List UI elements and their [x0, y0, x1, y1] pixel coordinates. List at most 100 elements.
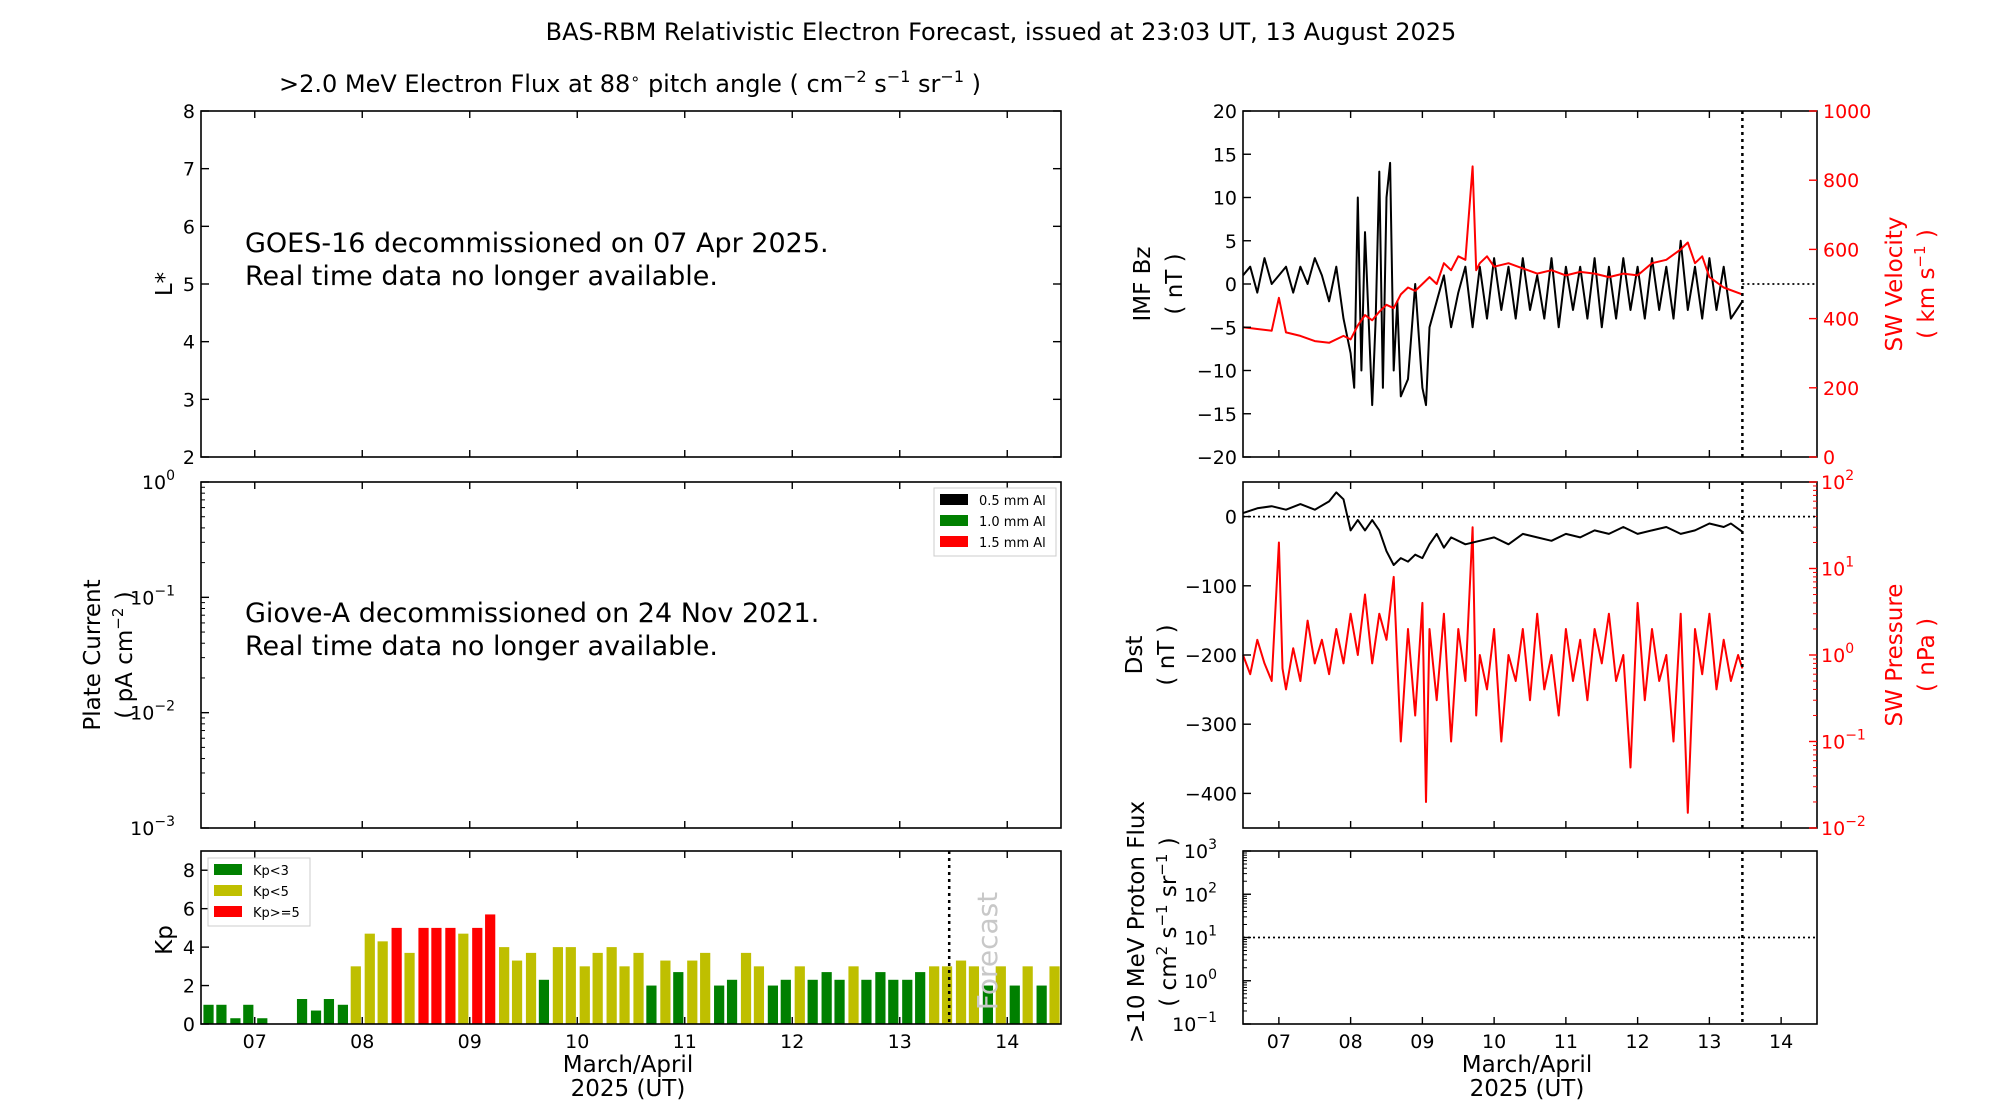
sw-pressure-yticks: 102 101 100 10−1 10−2 — [1809, 468, 1866, 840]
y-tick-label: −20 — [1197, 447, 1237, 469]
dst-ylabel-unit: ( nT ) — [1154, 624, 1180, 685]
kp-bar — [203, 1004, 214, 1024]
kp-bar — [714, 985, 725, 1024]
kp-bar — [1049, 966, 1060, 1024]
imf-yticks: 20 15 10 5 0 −5 −10 −15 −20 — [1197, 101, 1251, 469]
x-tick-label: 07 — [1267, 1031, 1291, 1053]
imf-panel: 20 15 10 5 0 −5 −10 −15 −20 1000 800 600 400 200 0 IM… — [1130, 101, 1940, 469]
y-tick-label: 101 — [1821, 555, 1854, 581]
y-tick-label: 15 — [1213, 144, 1237, 166]
y-tick-label: 100 — [1184, 967, 1217, 993]
kp-bar — [445, 927, 456, 1024]
kp-xlabel-line1: March/April — [563, 1052, 693, 1078]
y-tick-label: 2 — [183, 447, 195, 469]
imf-series — [1242, 161, 1744, 407]
y-tick-label: 400 — [1823, 309, 1859, 331]
dst-yticks: 0 −100 −200 −300 −400 — [1185, 507, 1251, 805]
y-tick-label: 102 — [1821, 468, 1854, 494]
kp-bar — [848, 966, 859, 1024]
kp-bar — [485, 914, 496, 1024]
kp-bar — [431, 927, 442, 1024]
electron-flux-panel: >2.0 MeV Electron Flux at 88∘ pitch angl… — [152, 67, 1062, 469]
kp-bar — [364, 933, 375, 1024]
kp-panel: 0 2 4 6 8 07 08 09 10 11 12 13 14 Forecast Kp March… — [152, 850, 1062, 1100]
y-tick-label: −5 — [1209, 317, 1237, 339]
kp-bar — [941, 966, 953, 1024]
legend-label-1-5mm: 1.5 mm Al — [979, 536, 1046, 551]
dst-line — [1242, 491, 1743, 566]
y-tick-label: 10 — [1213, 188, 1237, 210]
y-tick-label: 5 — [1225, 231, 1237, 253]
x-tick-label: 09 — [458, 1031, 482, 1053]
y-tick-label: 10−1 — [130, 583, 175, 609]
y-tick-label: 100 — [1821, 641, 1854, 667]
y-tick-label: 0 — [1225, 274, 1237, 296]
x-tick-label: 11 — [1554, 1031, 1578, 1053]
kp-bar — [458, 933, 469, 1024]
kp-bar — [391, 927, 402, 1024]
kp-yticks: 0 2 4 6 8 — [183, 860, 209, 1036]
x-tick-label: 07 — [243, 1031, 267, 1053]
kp-bar — [982, 985, 994, 1024]
y-tick-label: −15 — [1197, 404, 1237, 426]
x-tick-label: 10 — [1482, 1031, 1506, 1053]
sw-pressure-line — [1242, 526, 1744, 814]
dst-series — [1242, 491, 1744, 814]
y-tick-label: −10 — [1197, 361, 1237, 383]
legend-swatch-0-5mm — [940, 494, 968, 505]
kp-xticks: 07 08 09 10 11 12 13 14 — [243, 851, 1019, 1053]
kp-bar — [1009, 985, 1020, 1024]
imf-axes — [1242, 110, 1818, 458]
y-tick-label: 0 — [1225, 507, 1237, 529]
legend-swatch-kp-lt5 — [214, 885, 242, 896]
y-tick-label: 8 — [183, 101, 195, 123]
y-tick-label: 6 — [183, 899, 195, 921]
proton-flux-xlabel-line1: March/April — [1462, 1052, 1592, 1078]
plate-current-axes — [200, 481, 1062, 829]
kp-bar — [565, 947, 576, 1024]
plate-current-ylabel: Plate Current — [80, 579, 106, 730]
kp-bar — [499, 947, 510, 1024]
electron-flux-title: >2.0 MeV Electron Flux at 88∘ pitch angl… — [279, 67, 981, 98]
electron-flux-xticks — [254, 111, 1008, 457]
dst-xticks — [1278, 482, 1782, 828]
kp-bar — [1036, 985, 1047, 1024]
y-tick-label: 10−1 — [1172, 1010, 1217, 1036]
kp-bar — [861, 979, 872, 1024]
plate-current-legend: 0.5 mm Al 1.0 mm Al 1.5 mm Al — [933, 487, 1057, 557]
legend-label-kp-lt5: Kp<5 — [253, 885, 289, 900]
plate-current-panel: 100 10−1 10−2 10−3 Plate Current ( pA cm−2 … — [80, 468, 1062, 840]
kp-bar — [673, 972, 684, 1024]
imf-reference-lines — [1741, 111, 1817, 457]
kp-bar — [726, 979, 738, 1024]
y-tick-label: 5 — [183, 274, 195, 296]
kp-bar — [660, 960, 671, 1024]
imf-ylabel-unit: ( nT ) — [1162, 253, 1188, 314]
proton-flux-panel: 103 102 101 100 10−1 07 08 09 10 11 12 13 14 >10 Me… — [1124, 801, 1818, 1100]
kp-bar — [552, 947, 564, 1024]
y-tick-label: 200 — [1823, 378, 1859, 400]
imf-xticks — [1278, 111, 1782, 457]
dst-axes — [1242, 481, 1818, 829]
kp-bar — [377, 941, 388, 1024]
x-tick-label: 12 — [780, 1031, 804, 1053]
plate-current-yticks: 100 10−1 10−2 10−3 — [130, 468, 209, 840]
kp-bar — [216, 1004, 227, 1024]
kp-bar — [296, 999, 308, 1024]
kp-bar — [511, 960, 523, 1024]
x-tick-label: 12 — [1626, 1031, 1650, 1053]
kp-bars — [203, 914, 1060, 1024]
kp-bar — [794, 966, 805, 1024]
x-tick-label: 09 — [1410, 1031, 1434, 1053]
proton-flux-ylabel-unit: ( cm2 s−1 sr−1 ) — [1153, 837, 1182, 1006]
x-tick-label: 11 — [673, 1031, 697, 1053]
x-tick-label: 13 — [1697, 1031, 1721, 1053]
y-tick-label: 1000 — [1823, 101, 1871, 123]
legend-swatch-1-5mm — [940, 536, 968, 547]
imf-bz-line — [1242, 161, 1744, 407]
proton-flux-xlabel-line2: 2025 (UT) — [1470, 1076, 1585, 1100]
plate-current-ylabel-unit: ( pA cm−2 ) — [109, 591, 138, 718]
y-tick-label: 0 — [183, 1014, 195, 1036]
kp-bar — [821, 972, 832, 1024]
kp-legend: Kp<3 Kp<5 Kp>=5 — [207, 857, 311, 927]
